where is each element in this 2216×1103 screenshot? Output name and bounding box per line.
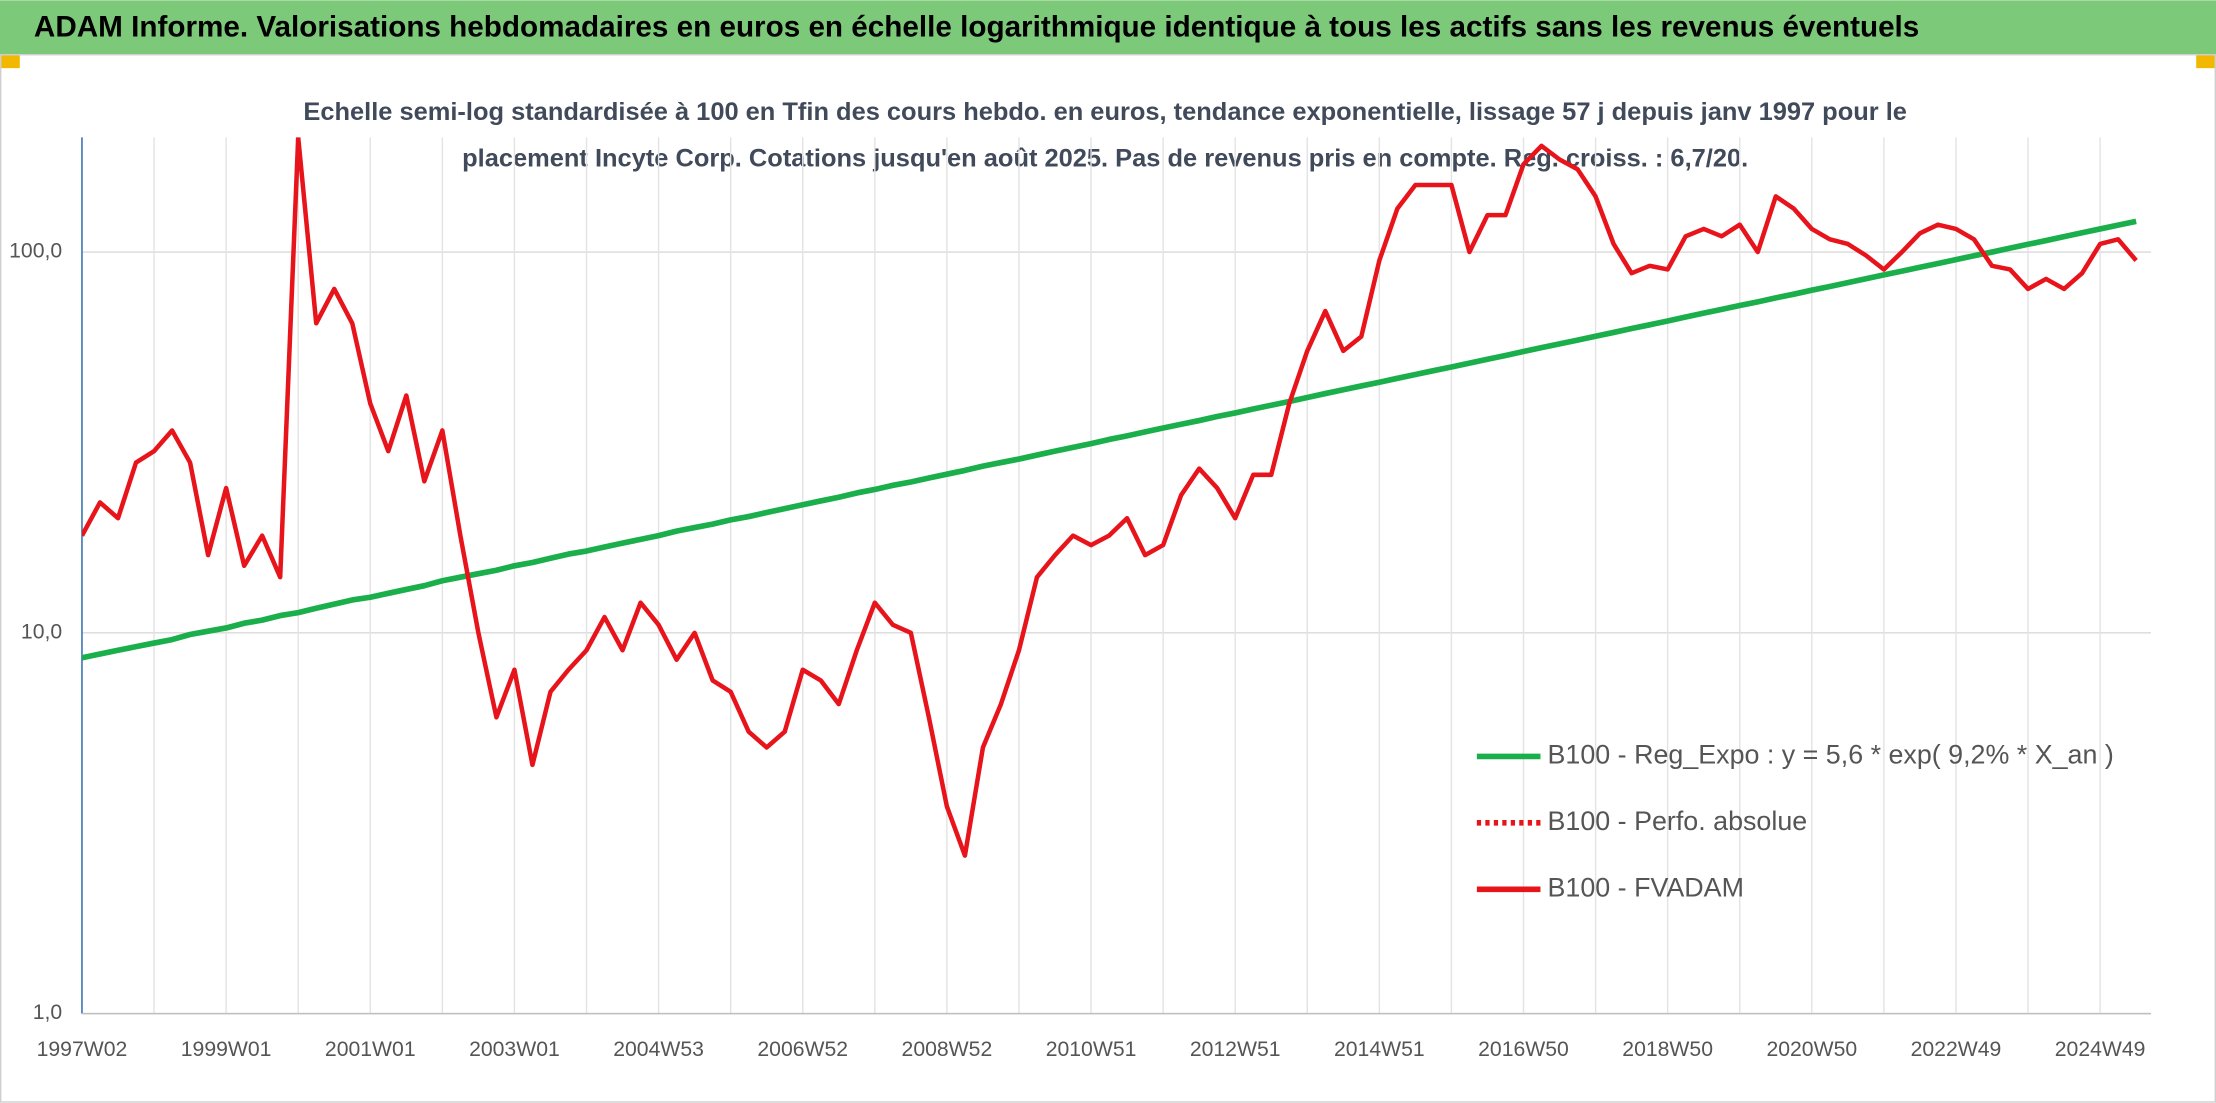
x-tick-label: 2006W52 <box>757 1038 848 1061</box>
legend-label: B100 - Perfo. absolue <box>1548 806 1808 836</box>
y-tick-label: 10,0 <box>21 620 62 643</box>
chart-title: placement Incyte Corp. Cotations jusqu'e… <box>462 145 1748 173</box>
x-tick-label: 2008W52 <box>902 1038 993 1061</box>
x-tick-label: 2012W51 <box>1190 1038 1281 1061</box>
x-tick-label: 2020W50 <box>1766 1038 1857 1061</box>
x-tick-label: 2001W01 <box>325 1038 416 1061</box>
series-line <box>81 218 2137 661</box>
corner <box>2196 54 2216 69</box>
x-tick-label: 1997W02 <box>37 1038 128 1061</box>
x-tick-label: 1999W01 <box>181 1038 272 1061</box>
x-tick-label: 2004W53 <box>613 1038 704 1061</box>
x-tick-label: 2010W51 <box>1046 1038 1137 1061</box>
series-line <box>81 137 2138 858</box>
header-title: ADAM Informe. Valorisations hebdomadaire… <box>34 10 1919 43</box>
x-tick-label: 2018W50 <box>1622 1038 1713 1061</box>
legend-label: B100 - Reg_Expo : y = 5,6 * exp( 9,2% * … <box>1548 740 2114 770</box>
x-tick-label: 2014W51 <box>1334 1038 1425 1061</box>
x-tick-label: 2016W50 <box>1478 1038 1569 1061</box>
corner <box>0 54 20 69</box>
y-tick-label: 1,0 <box>33 1001 62 1024</box>
frame <box>0 54 2216 1103</box>
x-tick-label: 2003W01 <box>469 1038 560 1061</box>
y-tick-label: 100,0 <box>9 240 62 263</box>
header-bar <box>0 0 2216 55</box>
chart-title: Echelle semi-log standardisée à 100 en T… <box>303 98 1907 126</box>
x-tick-label: 2022W49 <box>1911 1038 2002 1061</box>
legend-label: B100 - FVADAM <box>1548 872 1744 902</box>
x-tick-label: 2024W49 <box>2055 1038 2146 1061</box>
